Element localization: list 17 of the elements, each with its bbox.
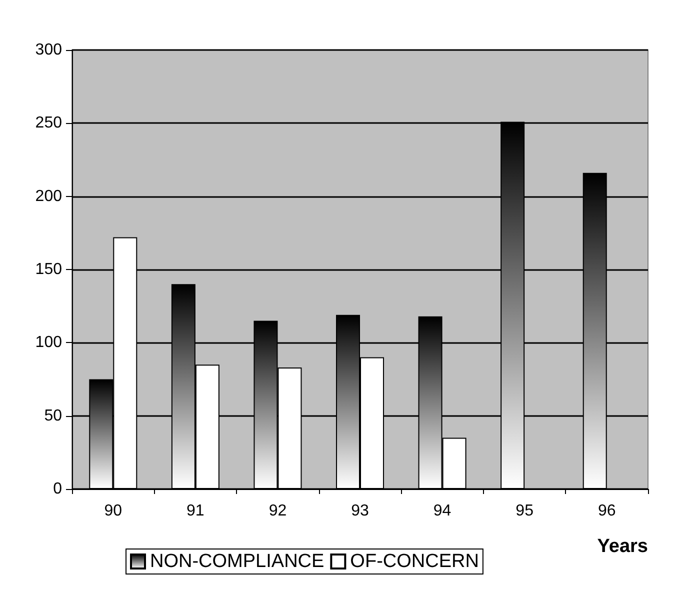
x-tick-label: 95	[516, 502, 534, 520]
legend-label: NON-COMPLIANCE	[150, 551, 324, 572]
x-tick-label: 94	[433, 502, 452, 520]
y-tick-label: 0	[53, 480, 62, 498]
x-tick-label: 93	[351, 502, 369, 520]
legend-label: OF-CONCERN	[350, 551, 479, 572]
y-tick-label: 150	[35, 261, 62, 278]
x-axis-title: Years	[597, 536, 648, 557]
x-tick-label: 92	[268, 502, 287, 520]
x-tick-label: 91	[186, 502, 204, 520]
y-tick-label: 100	[35, 334, 62, 352]
y-tick-label: 200	[35, 188, 62, 205]
x-tick-label: 96	[598, 502, 616, 520]
y-tick-label: 250	[35, 114, 62, 132]
y-tick-label: 50	[44, 407, 62, 424]
x-tick-label: 90	[104, 502, 122, 520]
y-tick-label: 300	[35, 42, 62, 58]
